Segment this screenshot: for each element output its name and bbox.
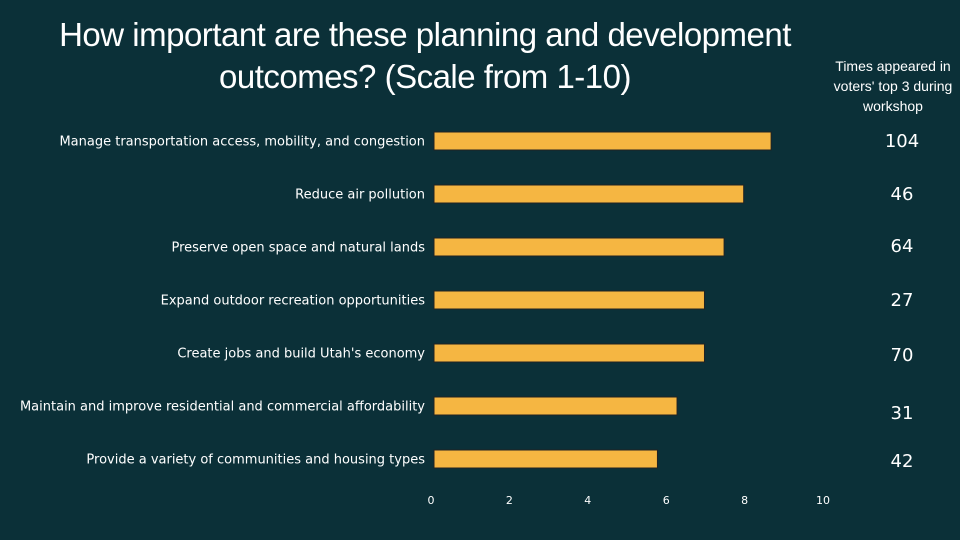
top3-count-label: 104: [885, 131, 919, 152]
x-tick-label: 10: [816, 494, 830, 507]
x-tick-label: 2: [506, 494, 513, 507]
category-label: Reduce air pollution: [295, 188, 425, 203]
top3-count-label: 42: [891, 451, 914, 472]
category-label: Preserve open space and natural lands: [172, 241, 426, 256]
top3-header-note: Times appeared in voters' top 3 during w…: [833, 58, 953, 114]
bar: [433, 131, 772, 151]
bar: [433, 396, 678, 416]
category-label: Provide a variety of communities and hou…: [86, 453, 425, 468]
top3-count-label: 27: [891, 290, 914, 311]
top3-count-label: 46: [891, 184, 914, 205]
x-tick-label: 0: [428, 494, 435, 507]
bar: [433, 290, 705, 310]
x-axis-ticks-group: 0 2 4 6 8 10: [428, 494, 831, 507]
category-label: Expand outdoor recreation opportunities: [161, 294, 426, 309]
category-label: Maintain and improve residential and com…: [20, 400, 425, 415]
x-tick-label: 6: [663, 494, 670, 507]
bar: [433, 449, 658, 469]
bar: [433, 184, 745, 204]
x-tick-label: 4: [584, 494, 591, 507]
bar: [433, 343, 705, 363]
bar: [433, 237, 725, 257]
top3-count-label: 31: [891, 403, 914, 424]
category-label: Create jobs and build Utah's economy: [177, 347, 425, 362]
top3-count-label: 64: [891, 236, 914, 257]
category-label: Manage transportation access, mobility, …: [59, 135, 425, 150]
x-tick-label: 8: [741, 494, 748, 507]
chart-title: How important are these planning and dev…: [59, 16, 791, 95]
category-labels-group: Manage transportation access, mobility, …: [20, 135, 425, 468]
top3-count-label: 70: [891, 345, 914, 366]
bars-group: [433, 131, 772, 469]
top3-counts-group: 104 46 64 27 70 31 42: [885, 131, 919, 472]
